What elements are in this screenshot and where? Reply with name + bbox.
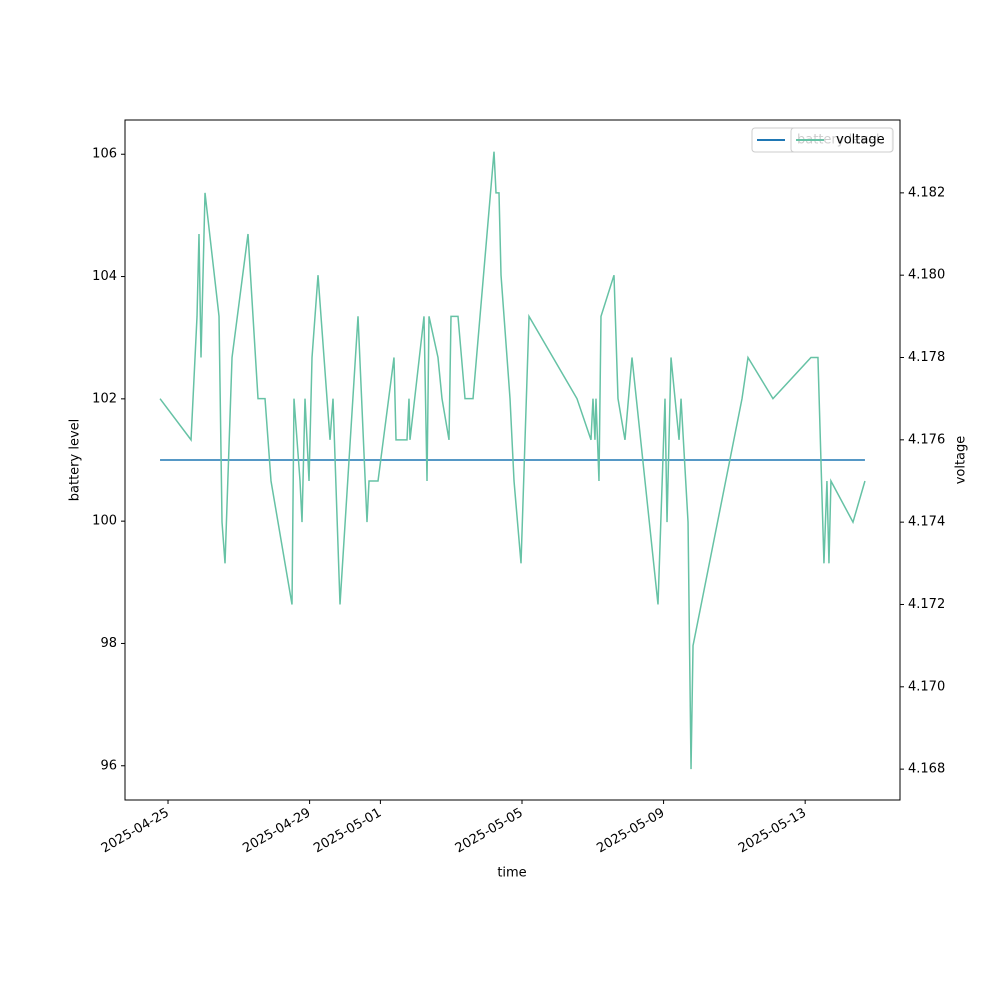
y2-tick-label: 4.168 — [908, 762, 945, 777]
y-tick-label: 102 — [92, 391, 117, 406]
x-tick-label: 2025-05-05 — [453, 806, 526, 857]
x-tick-label: 2025-05-13 — [736, 806, 809, 857]
y2-tick-label: 4.182 — [908, 185, 945, 200]
x-tick-label: 2025-04-29 — [240, 806, 313, 857]
series-line — [159, 151, 866, 770]
y-tick-label: 96 — [100, 758, 117, 773]
y-tick-label: 104 — [92, 269, 117, 284]
y-tick-label: 100 — [92, 514, 117, 529]
y2-tick-label: 4.172 — [908, 597, 945, 612]
x-tick-label: 2025-04-25 — [99, 806, 172, 857]
y-tick-label: 98 — [100, 636, 117, 651]
y-tick-label: 106 — [92, 147, 117, 162]
y2-tick-label: 4.170 — [908, 679, 945, 694]
x-tick-label: 2025-05-01 — [311, 806, 384, 857]
y2-tick-label: 4.180 — [908, 268, 945, 283]
x-axis-label: time — [497, 866, 526, 881]
y2-tick-label: 4.174 — [908, 515, 945, 530]
y2-tick-label: 4.178 — [908, 350, 945, 365]
axes-frame — [124, 119, 901, 801]
y2-axis-label: voltage — [954, 436, 969, 485]
y-axis-label: battery level — [68, 419, 83, 502]
y2-tick-label: 4.176 — [908, 432, 945, 447]
legend-label: voltage — [836, 133, 885, 148]
legend-box — [790, 127, 894, 153]
x-tick-label: 2025-05-09 — [594, 806, 667, 857]
